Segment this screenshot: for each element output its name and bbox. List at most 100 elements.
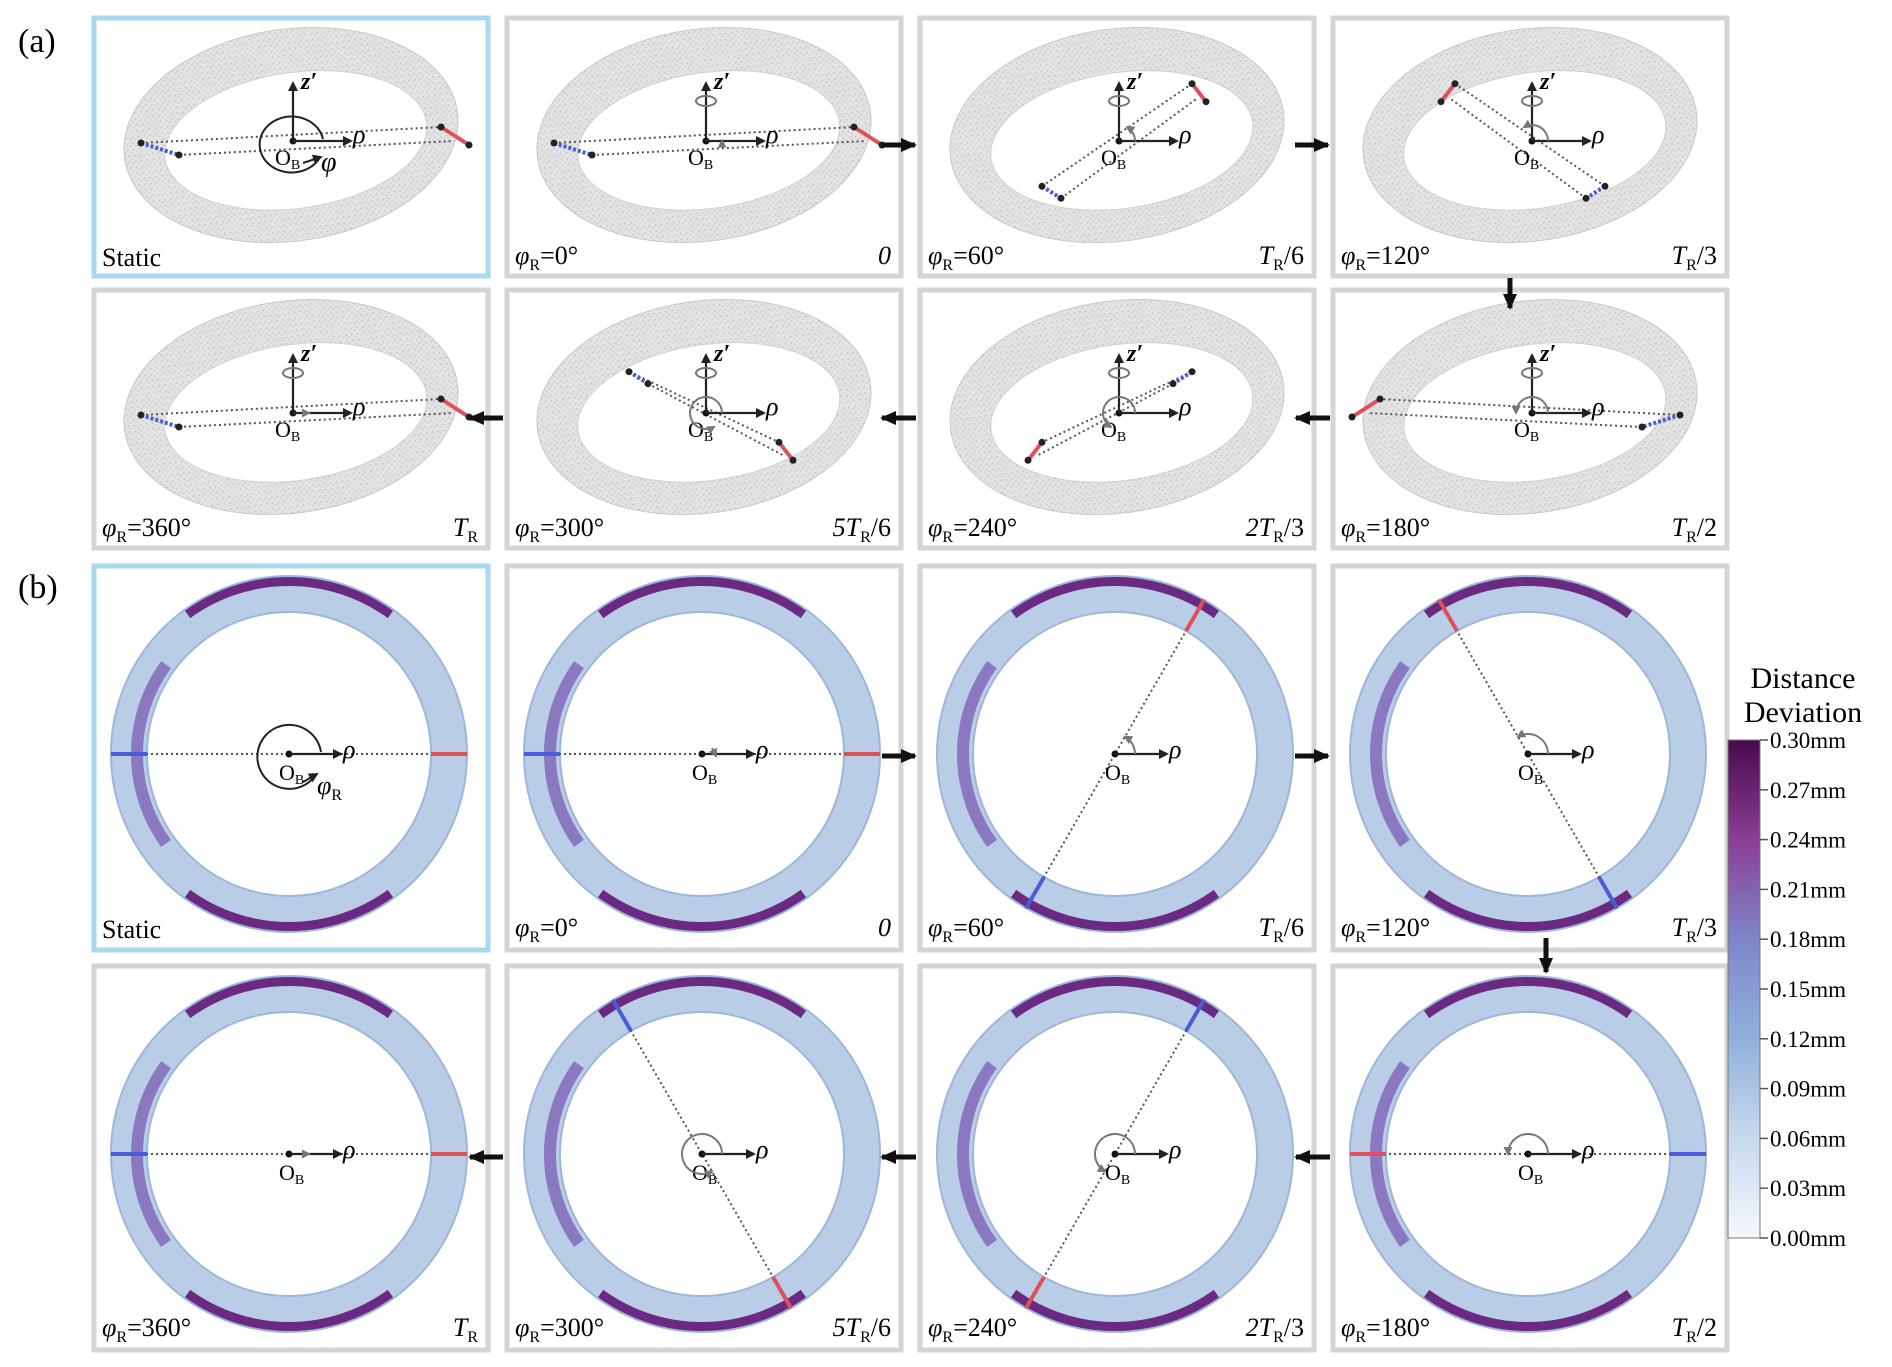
panel-frame: [504, 563, 904, 953]
inner-left-band: [544, 1061, 584, 1247]
blue-marker-segment: [1597, 875, 1619, 910]
inner-left-band: [957, 661, 997, 847]
z-axis-label: z′: [713, 341, 730, 367]
rho-axis-label: ρ: [1168, 735, 1181, 764]
diameter-line-upper: [1379, 398, 1681, 416]
outer-edge-top-dark: [1010, 576, 1220, 619]
rotation-angle-arc: [1511, 396, 1549, 415]
deviation-ring: [1349, 575, 1707, 933]
caption-angle: φR=60°: [928, 913, 1004, 946]
caption-angle: φR=0°: [515, 241, 578, 274]
origin-subscript: B: [1121, 773, 1130, 788]
rho-axis-label: ρ: [755, 1135, 768, 1164]
colorbar-tick-label: 0.24mm: [1770, 828, 1846, 853]
ring-base: [937, 576, 1293, 932]
caption-time-sub: R: [1273, 1329, 1284, 1346]
marker-endpoint: [437, 395, 445, 403]
caption-angle-sub: R: [1355, 529, 1366, 546]
marker-endpoint: [625, 368, 633, 376]
outer-edge-bottom-dark: [1010, 889, 1220, 932]
caption-time-tail: /6: [871, 1313, 891, 1342]
caption-angle-sub: R: [529, 257, 540, 274]
outer-edge-top-dark: [597, 976, 807, 1019]
red-marker-segment: [771, 1275, 793, 1310]
colorbar-tick-label: 0.06mm: [1770, 1126, 1846, 1151]
caption-angle: φR=300°: [515, 513, 604, 546]
phi-label: φ: [321, 147, 337, 178]
diameter-line-upper: [553, 126, 855, 144]
caption-time-tail: /3: [1284, 513, 1304, 542]
caption-time-tail: /3: [1697, 913, 1717, 942]
caption-angle-value: =360°: [127, 513, 191, 542]
marker-endpoint: [850, 123, 858, 131]
colorbar-tick-label: 0.30mm: [1770, 728, 1846, 753]
marker-endpoint: [588, 151, 596, 159]
caption-angle-sub: R: [942, 529, 953, 546]
origin-subscript: B: [295, 1173, 304, 1188]
outer-edge-bottom-dark: [1423, 889, 1633, 932]
marker-endpoint: [789, 456, 797, 464]
origin-subscript: B: [1534, 773, 1543, 788]
marker-endpoint: [1169, 380, 1177, 388]
outer-edge-top-dark: [1423, 976, 1633, 1019]
red-marker-segment: [1184, 598, 1206, 633]
blue-marker-segment: [140, 413, 180, 429]
phi-label-sub: R: [331, 787, 342, 804]
inner-left-band: [957, 1061, 997, 1247]
red-marker-segment: [1190, 82, 1208, 103]
diameter-line-lower: [647, 382, 786, 458]
panel-frame: [91, 563, 491, 953]
outer-edge-top-dark: [184, 576, 394, 619]
phi-rotation-arc: [256, 723, 322, 790]
rho-axis-label: ρ: [352, 392, 365, 421]
origin-subscript: B: [708, 773, 717, 788]
caption-time-sub: R: [467, 1329, 478, 1346]
caption-time-sub: R: [860, 1329, 871, 1346]
outer-edge-top-dark: [1010, 976, 1220, 1019]
caption-time-sub: R: [1273, 529, 1284, 546]
diameter-line-lower: [591, 140, 867, 156]
ring-outer-edge: [936, 575, 1294, 933]
outer-edge-top-dark: [1423, 576, 1633, 619]
caption-angle-sub: R: [529, 1329, 540, 1346]
marker-endpoint: [1348, 413, 1356, 421]
panel-frame: [1330, 563, 1730, 953]
blue-marker-segment: [140, 141, 180, 157]
marker-endpoint: [1451, 80, 1459, 88]
rotation-angle-arc: [681, 1133, 723, 1179]
caption-angle-value: =240°: [953, 513, 1017, 542]
red-marker-segment: [1350, 397, 1382, 419]
rho-axis-label: ρ: [352, 120, 365, 149]
caption-angle-value: =0°: [540, 913, 578, 942]
panel-frame: [1330, 963, 1730, 1353]
outer-edge-bottom-dark: [597, 889, 807, 932]
caption-angle-sub: R: [942, 257, 953, 274]
spin-indicator: [282, 367, 304, 379]
diameter-line-lower: [1367, 412, 1643, 428]
rotation-angle-arc: [1094, 1133, 1136, 1173]
marker-endpoint: [1582, 194, 1590, 202]
spin-indicator: [1521, 367, 1543, 379]
colorbar-tick-label: 0.21mm: [1770, 877, 1846, 902]
caption-time-tail: /6: [1284, 913, 1304, 942]
caption-time-sub: R: [1686, 929, 1697, 946]
diameter-line: [1025, 599, 1205, 909]
phi-rotation-arc: [258, 115, 324, 174]
caption-time-sub: R: [860, 529, 871, 546]
panel-frame: [504, 963, 904, 1353]
red-marker-segment: [1439, 82, 1457, 103]
rho-axis-label: ρ: [342, 1135, 355, 1164]
diameter-line-upper: [1454, 82, 1606, 188]
rho-axis-label: ρ: [342, 735, 355, 764]
caption-angle-value: =120°: [1366, 241, 1430, 270]
caption-time-tail: /3: [1697, 241, 1717, 270]
marker-endpoint: [1188, 80, 1196, 88]
ring-inner-edge: [1385, 611, 1671, 897]
